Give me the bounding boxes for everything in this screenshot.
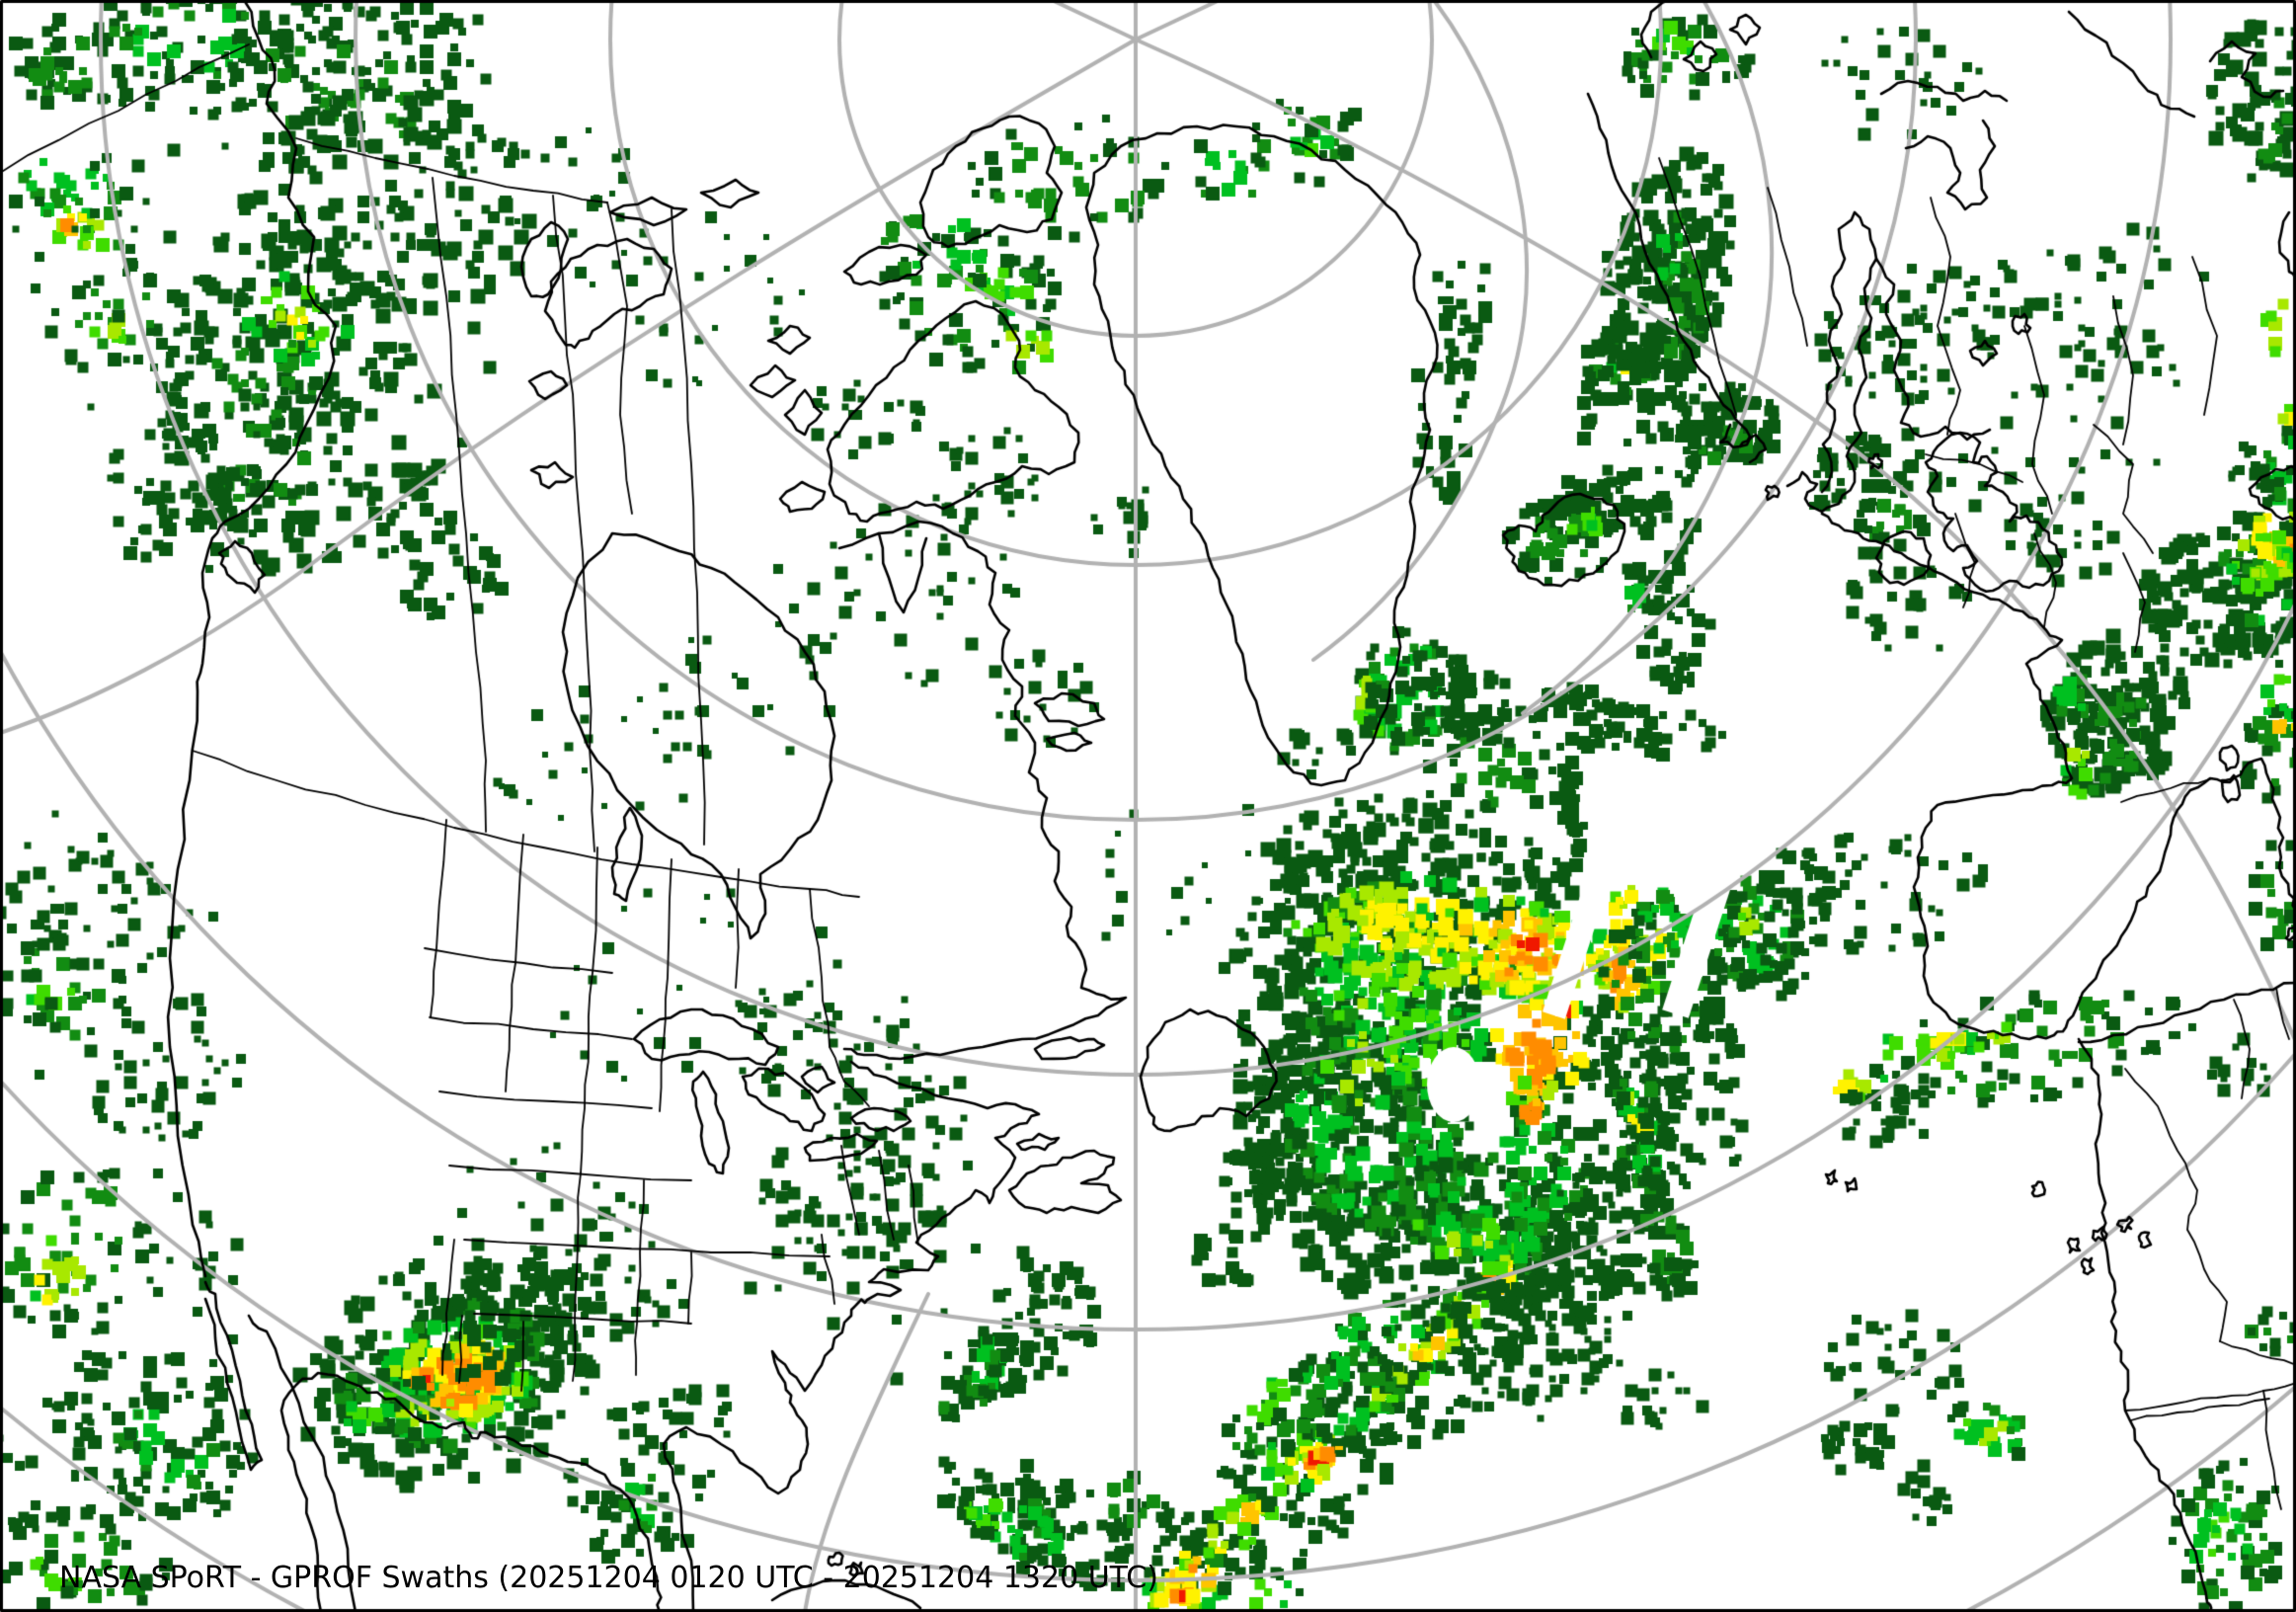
map-caption: NASA SPoRT - GPROF Swaths (20251204 0120… <box>59 1561 1158 1595</box>
